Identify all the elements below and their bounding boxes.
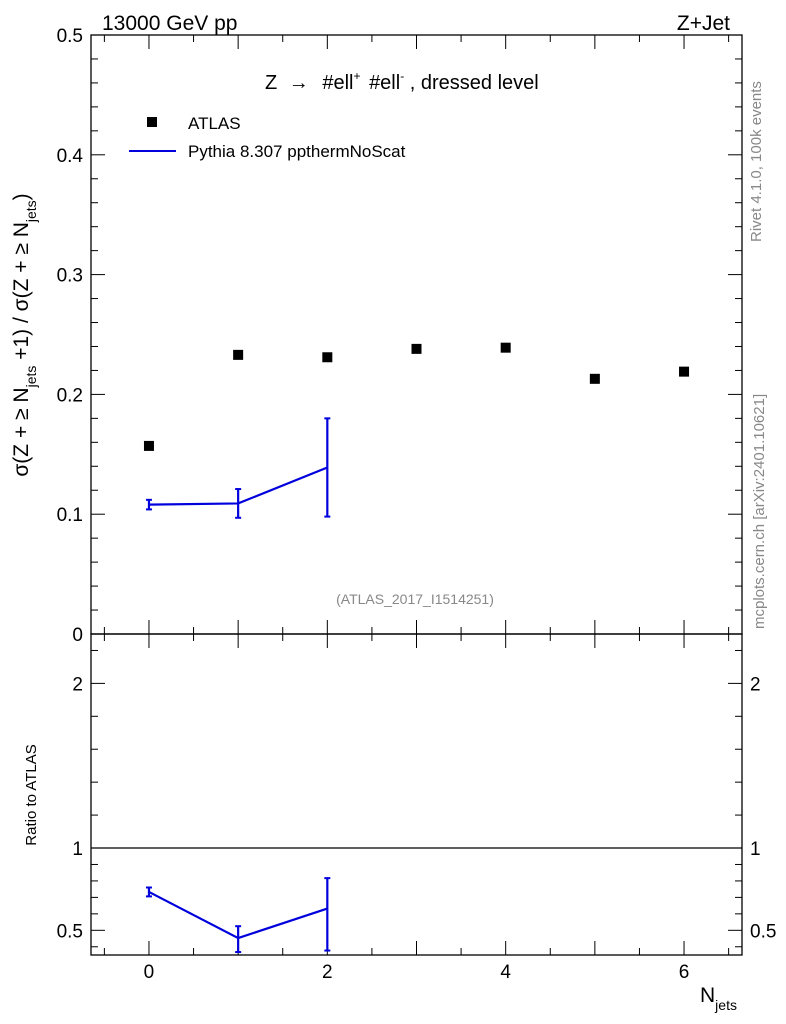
atlas-data-point xyxy=(322,352,333,363)
atlas-data-point xyxy=(233,349,244,360)
main-panel: 0 0.1 0.2 0.3 0.4 0.5 Z → #ell+ #ell- , dress… xyxy=(57,26,743,646)
ratio-y-ticks: 0.5 0.5 1 1 2 2 xyxy=(57,649,776,948)
ratio-y-tick-label-left: 2 xyxy=(72,674,83,695)
legend-atlas-marker xyxy=(147,117,157,127)
ratio-y-tick-label-left: 1 xyxy=(72,839,83,860)
ratio-y-tick-label-right: 1 xyxy=(750,839,761,860)
ratio-panel-frame xyxy=(90,633,743,956)
main-y-ticks: 0 0.1 0.2 0.3 0.4 0.5 xyxy=(57,26,742,646)
main-atlas-series xyxy=(143,342,690,451)
main-pythia-series xyxy=(145,417,331,519)
main-x-ticks xyxy=(103,35,730,634)
main-y-tick-label: 0.2 xyxy=(57,385,83,406)
main-y-tick-label: 0.4 xyxy=(57,146,84,167)
legend-atlas-label: ATLAS xyxy=(188,114,241,133)
atlas-data-point xyxy=(679,366,690,377)
main-y-tick-label: 0.5 xyxy=(57,26,83,47)
main-y-axis-label: σ(Z + ≥ Njets +1) / σ(Z + ≥ Njets) xyxy=(10,193,39,476)
main-y-tick-label: 0.1 xyxy=(57,505,83,526)
atlas-data-point xyxy=(143,440,154,451)
x-tick-label: 0 xyxy=(144,962,155,983)
ratio-y-axis-label: Ratio to ATLAS xyxy=(23,744,40,845)
mcplots-reference-label: mcplots.cern.ch [arXiv:2401.10621] xyxy=(751,394,768,629)
atlas-data-point xyxy=(500,342,511,353)
x-tick-label: 4 xyxy=(500,962,511,983)
x-axis-label: Njets xyxy=(700,984,737,1013)
x-tick-label: 6 xyxy=(679,962,690,983)
header-process: Z+Jet xyxy=(677,12,730,35)
rivet-version-label: Rivet 4.1.0, 100k events xyxy=(748,81,765,242)
plot-title: Z → #ell+ #ell- , dressed level xyxy=(265,63,539,94)
header-energy: 13000 GeV pp xyxy=(102,12,237,35)
main-y-tick-label: 0 xyxy=(72,625,83,646)
ratio-y-tick-label-right: 2 xyxy=(750,674,761,695)
legend-pythia-label: Pythia 8.307 ppthermNoScat xyxy=(188,142,406,161)
x-tick-label: 2 xyxy=(322,962,333,983)
atlas-data-point xyxy=(411,343,422,354)
ratio-pythia-series xyxy=(145,877,331,954)
analysis-id: (ATLAS_2017_I1514251) xyxy=(336,591,494,607)
main-y-tick-label: 0.3 xyxy=(57,266,83,287)
ratio-x-ticks: 0 2 4 6 xyxy=(103,634,730,983)
ratio-y-tick-label-right: 0.5 xyxy=(750,921,776,942)
ratio-panel: 0.5 0.5 1 1 2 2 0 2 4 6 xyxy=(57,633,776,983)
legend: ATLAS Pythia 8.307 ppthermNoScat xyxy=(129,114,406,161)
ratio-y-tick-label-left: 0.5 xyxy=(57,921,83,942)
atlas-data-point xyxy=(589,373,600,384)
